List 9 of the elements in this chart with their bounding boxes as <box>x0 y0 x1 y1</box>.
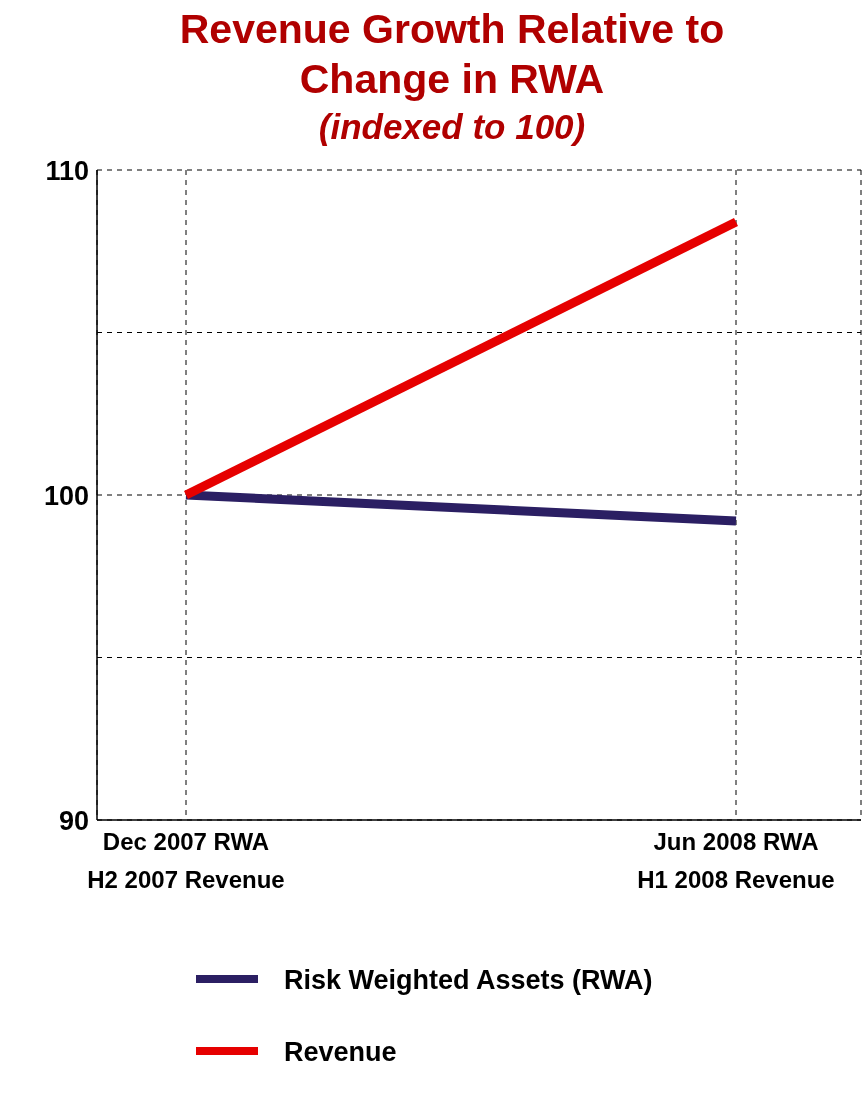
y-tick-label: 90 <box>58 805 89 836</box>
y-tick-label: 100 <box>43 480 89 511</box>
y-tick-label: 110 <box>45 155 89 186</box>
x-tick-label: Jun 2008 RWA H1 2008 Revenue <box>637 828 835 893</box>
legend-label: Revenue <box>284 1036 397 1068</box>
chart-title: Revenue Growth Relative to Change in RWA <box>179 6 725 102</box>
x-tick-label: Dec 2007 RWA H2 2007 Revenue <box>87 828 285 893</box>
legend-label: Risk Weighted Assets (RWA) <box>284 964 653 996</box>
chart-subtitle: (indexed to 100) <box>318 107 586 146</box>
